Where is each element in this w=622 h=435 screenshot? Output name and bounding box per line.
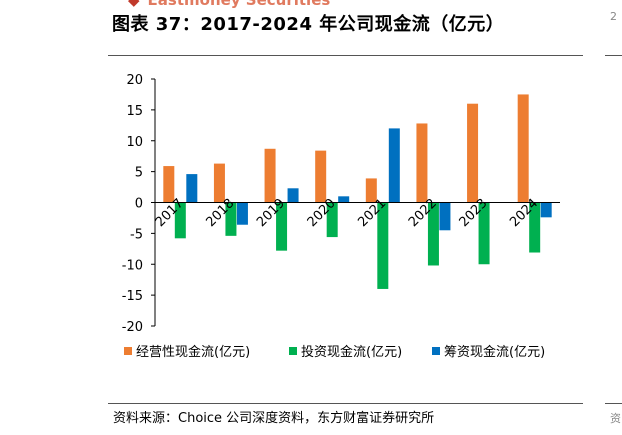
- bar-2017-s2: [174, 202, 186, 239]
- bar-2024-s1: [517, 94, 529, 203]
- bar-2017-s3: [186, 174, 198, 203]
- legend-swatch: [124, 347, 132, 355]
- bar-2020-s2: [326, 202, 338, 238]
- bar-2019-s2: [276, 202, 288, 251]
- bar-2018-s2: [225, 202, 237, 236]
- y-tick-label: -10: [122, 258, 143, 273]
- footer-divider: [108, 403, 583, 404]
- brand-header: ◆ Eastmoney Securities: [128, 0, 330, 9]
- title-divider-right: [605, 55, 622, 56]
- y-tick-label: 0: [135, 197, 143, 212]
- bar-2021-s3: [388, 128, 400, 203]
- footer-divider-right: [605, 403, 622, 404]
- bar-2023-s2: [478, 202, 490, 265]
- bar-2022-s3: [439, 202, 451, 231]
- bar-2018-s3: [236, 202, 248, 225]
- bar-2021-s2: [377, 202, 389, 289]
- y-tick-label: 5: [135, 166, 143, 181]
- bar-2018-s1: [213, 163, 225, 203]
- y-tick-label: -20: [122, 320, 143, 335]
- chart-title: 图表 37：2017-2024 年公司现金流（亿元）: [112, 14, 505, 35]
- legend: 经营性现金流(亿元) 投资现金流(亿元) 筹资现金流(亿元): [124, 344, 545, 360]
- bar-2020-s3: [338, 196, 350, 203]
- y-tick-layer: 20 15 10 5 0 -5 -10 -15 -20: [122, 73, 155, 335]
- y-tick-label: -15: [122, 289, 143, 304]
- source-note: 资料来源：Choice 公司深度资料，东方财富证券研究所: [113, 411, 435, 426]
- bar-2019-s3: [287, 188, 299, 203]
- bar-2022-s2: [427, 202, 439, 266]
- y-tick-label: 15: [126, 104, 143, 119]
- bar-2024-s3: [540, 202, 552, 218]
- bar-2022-s1: [416, 123, 428, 203]
- bar-2021-s1: [365, 178, 377, 203]
- edge-glyph-top: 2: [610, 10, 617, 23]
- legend-swatch: [289, 347, 297, 355]
- legend-label: 投资现金流(亿元): [301, 344, 402, 360]
- brand-name: Eastmoney Securities: [147, 0, 331, 9]
- bars-layer: [163, 94, 552, 289]
- brand-mark-icon: ◆: [128, 0, 140, 9]
- y-tick-label: 20: [126, 73, 143, 88]
- y-tick-label: -5: [130, 227, 143, 242]
- y-tick-label: 10: [126, 135, 143, 150]
- title-divider: [108, 55, 583, 56]
- bar-2023-s1: [467, 103, 479, 203]
- legend-swatch: [432, 347, 440, 355]
- legend-label: 经营性现金流(亿元): [136, 344, 250, 360]
- edge-glyph-bottom: 资: [610, 412, 621, 425]
- bar-2024-s2: [529, 202, 541, 253]
- legend-label: 筹资现金流(亿元): [444, 344, 545, 360]
- bar-2019-s1: [264, 148, 276, 203]
- bar-2017-s1: [163, 166, 175, 203]
- bar-2020-s1: [315, 150, 327, 203]
